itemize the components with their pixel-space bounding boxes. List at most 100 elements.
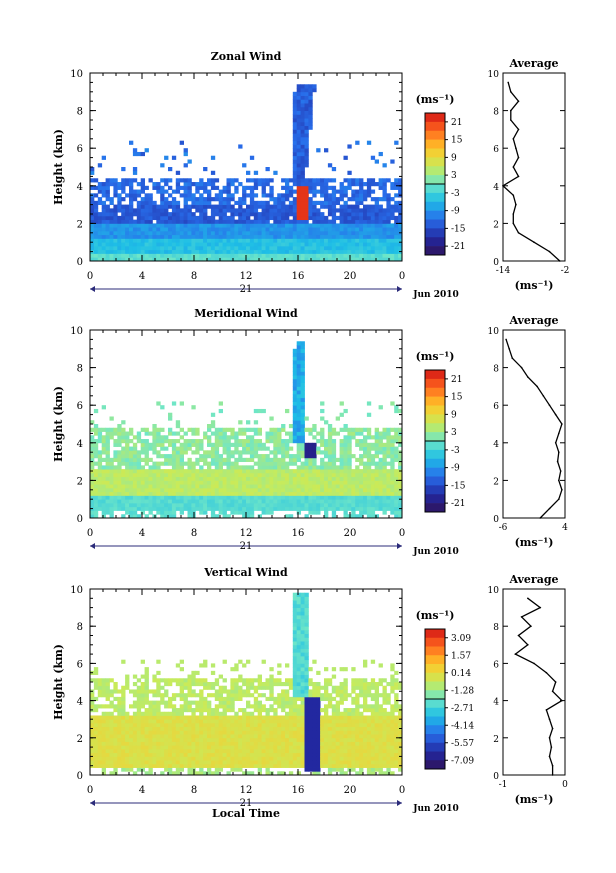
- heatmap-cell: [117, 748, 122, 754]
- heatmap-cell: [148, 487, 153, 493]
- heatmap-cell: [300, 129, 305, 134]
- heatmap-cell: [168, 249, 173, 254]
- heatmap-cell: [285, 484, 290, 489]
- heatmap-cell: [117, 427, 122, 432]
- heatmap-cell: [300, 378, 305, 384]
- heatmap-cell: [195, 472, 200, 478]
- heatmap-cell: [156, 480, 161, 485]
- heatmap-cell: [296, 223, 301, 228]
- heatmap-cell: [175, 204, 181, 209]
- heatmap-cell: [300, 140, 305, 145]
- heatmap-cell: [160, 719, 165, 724]
- heatmap-cell: [136, 734, 142, 739]
- heatmap-cell: [152, 446, 157, 451]
- heatmap-cell: [97, 741, 103, 746]
- heatmap-cell: [117, 245, 122, 251]
- heatmap-cell: [222, 685, 227, 690]
- heatmap-cell: [246, 469, 251, 474]
- profile-y-tick-label: 8: [493, 365, 499, 375]
- heatmap-cell: [129, 469, 134, 474]
- heatmap-cell: [175, 734, 181, 739]
- heatmap-cell: [355, 502, 360, 508]
- heatmap-cell: [195, 719, 200, 724]
- heatmap-cell: [355, 491, 360, 496]
- heatmap-cell: [300, 499, 305, 504]
- heatmap-cell: [132, 208, 138, 213]
- heatmap-cell: [394, 193, 399, 198]
- heatmap-cell: [168, 472, 173, 478]
- heatmap-cell: [265, 476, 270, 481]
- heatmap-cell: [324, 223, 329, 228]
- heatmap-cell: [378, 446, 383, 451]
- heatmap-cell: [125, 208, 130, 213]
- heatmap-cell: [160, 163, 165, 168]
- heatmap-cell: [183, 204, 188, 209]
- heatmap-cell: [382, 461, 387, 466]
- heatmap-cell: [218, 685, 223, 690]
- heatmap-cell: [308, 99, 313, 104]
- heatmap-cell: [93, 506, 99, 511]
- heatmap-cell: [257, 756, 262, 761]
- heatmap-cell: [331, 510, 337, 515]
- heatmap-cell: [105, 763, 110, 768]
- heatmap-cell: [168, 499, 173, 504]
- heatmap-cell: [257, 249, 262, 254]
- heatmap-cell: [327, 491, 333, 496]
- heatmap-cell: [285, 249, 290, 254]
- heatmap-cell: [351, 223, 356, 228]
- heatmap-cell: [230, 499, 235, 504]
- heatmap-cell: [269, 730, 274, 735]
- profile-y-tick-label: 10: [488, 70, 500, 80]
- heatmap-cell: [300, 159, 305, 164]
- heatmap-cell: [152, 748, 157, 754]
- heatmap-cell: [148, 465, 153, 470]
- heatmap-cell: [398, 189, 403, 194]
- heatmap-cell: [222, 760, 227, 765]
- heatmap-cell: [156, 182, 161, 187]
- heatmap-cell: [179, 689, 184, 694]
- heatmap-cell: [101, 457, 106, 462]
- heatmap-cell: [101, 756, 106, 761]
- heatmap-cell: [242, 234, 247, 239]
- heatmap-cell: [316, 219, 321, 224]
- heatmap-cell: [296, 499, 301, 504]
- heatmap-cell: [331, 245, 337, 251]
- heatmap-cell: [113, 457, 118, 462]
- heatmap-cell: [183, 253, 188, 258]
- heatmap-cell: [292, 371, 298, 376]
- heatmap-cell: [105, 499, 110, 504]
- heatmap-cell: [390, 427, 395, 432]
- heatmap-cell: [366, 230, 372, 236]
- heatmap-cell: [121, 484, 126, 489]
- heatmap-cell: [394, 178, 399, 183]
- heatmap-cell: [331, 450, 337, 455]
- heatmap-cell: [249, 682, 255, 687]
- heatmap-cell: [148, 230, 153, 236]
- heatmap-cell: [191, 461, 196, 466]
- heatmap-cell: [113, 495, 118, 500]
- heatmap-cell: [121, 491, 126, 496]
- heatmap-cell: [335, 476, 340, 481]
- heatmap-cell: [226, 704, 231, 709]
- heatmap-cell: [125, 484, 130, 489]
- heatmap-cell: [97, 502, 103, 508]
- heatmap-cell: [203, 726, 208, 731]
- heatmap-cell: [261, 491, 266, 496]
- profile-point: [548, 507, 551, 510]
- heatmap-cell: [171, 442, 177, 447]
- heatmap-cell: [132, 151, 138, 157]
- panel-title: Vertical Wind: [203, 566, 288, 579]
- heatmap-cell: [191, 719, 196, 724]
- heatmap-cell: [386, 238, 391, 243]
- heatmap-cell: [218, 506, 223, 511]
- heatmap-cell: [109, 763, 114, 768]
- heatmap-cell: [171, 257, 177, 262]
- heatmap-cell: [398, 435, 403, 440]
- heatmap-cell: [97, 484, 103, 489]
- heatmap-cell: [195, 763, 200, 768]
- heatmap-cell: [195, 480, 200, 485]
- heatmap-cell: [253, 245, 259, 251]
- heatmap-cell: [187, 204, 192, 209]
- heatmap-cell: [324, 257, 329, 262]
